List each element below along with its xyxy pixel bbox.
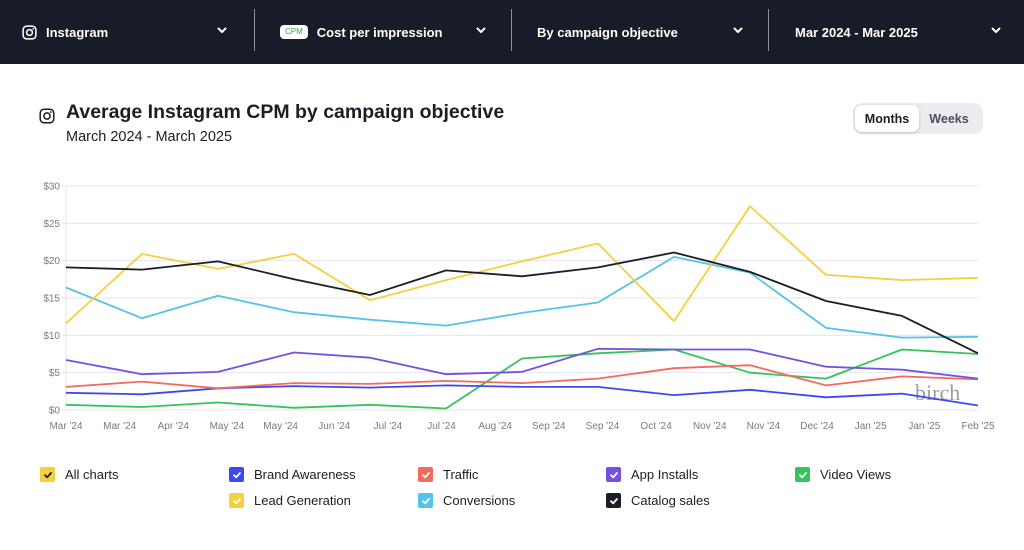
legend-item-lead-generation[interactable]: Lead Generation	[229, 493, 351, 508]
grouping-label: By campaign objective	[537, 24, 678, 40]
x-tick-label: Mar '24	[49, 421, 82, 432]
y-tick-label: $20	[43, 256, 60, 267]
x-tick-label: Sep '24	[586, 421, 620, 432]
instagram-icon	[22, 24, 37, 40]
chevron-down-icon	[991, 27, 1001, 33]
chevron-down-icon	[217, 27, 227, 33]
x-tick-label: Jul '24	[374, 421, 403, 432]
series-line-lead-generation	[65, 205, 979, 325]
toggle-weeks[interactable]: Weeks	[929, 111, 969, 126]
series-line-traffic	[65, 364, 979, 390]
series-line-video-views	[65, 348, 979, 410]
x-tick-label: May '24	[210, 421, 245, 432]
legend-checkbox[interactable]	[40, 467, 55, 482]
y-tick-label: $30	[43, 182, 60, 193]
x-tick-label: May '24	[263, 421, 298, 432]
legend-checkbox[interactable]	[606, 493, 621, 508]
legend-item-traffic[interactable]: Traffic	[418, 467, 478, 482]
x-tick-label: Jun '24	[318, 421, 350, 432]
x-tick-label: Nov '24	[693, 421, 727, 432]
line-chart: $0 $5 $10 $15 $20 $25 $30 Mar '24 Mar '24 Apr '2…	[43, 182, 995, 433]
checkmark-icon	[421, 497, 430, 504]
x-tick-label: Nov '24	[747, 421, 781, 432]
x-tick-label: Sep '24	[532, 421, 566, 432]
x-tick-label: Apr '24	[158, 421, 190, 432]
x-tick-label: Jul '24	[427, 421, 456, 432]
series-line-conversions	[65, 256, 979, 339]
legend-label: Traffic	[443, 467, 479, 482]
legend-checkbox[interactable]	[229, 493, 244, 508]
chevron-down-icon	[733, 27, 743, 33]
date-range-dropdown[interactable]: Mar 2024 - Mar 2025	[795, 0, 1005, 64]
metric-dropdown[interactable]: CPM Cost per impression	[280, 0, 490, 64]
legend-label: Video Views	[820, 467, 892, 482]
checkmark-icon	[609, 497, 618, 504]
checkmark-icon	[421, 471, 430, 478]
cpm-badge: CPM	[280, 25, 308, 39]
top-filter-bar: Instagram CPM Cost per impression By cam…	[0, 0, 1024, 64]
checkmark-icon	[43, 471, 52, 478]
legend-item-catalog-sales[interactable]: Catalog sales	[606, 493, 710, 508]
x-tick-label: Aug '24	[478, 421, 512, 432]
legend-item-app-installs[interactable]: App Installs	[606, 467, 698, 482]
checkmark-icon	[609, 471, 618, 478]
series-line-app-installs	[65, 347, 979, 380]
x-tick-label: Feb '25	[961, 421, 994, 432]
legend-label: Brand Awareness	[254, 467, 356, 482]
x-tick-label: Oct '24	[640, 421, 672, 432]
y-tick-label: $15	[43, 294, 60, 305]
chart-title: Average Instagram CPM by campaign object…	[66, 101, 505, 123]
series-line-catalog-sales	[65, 251, 979, 355]
divider	[511, 9, 512, 51]
legend-label: Conversions	[443, 493, 516, 508]
legend-label: Lead Generation	[254, 493, 351, 508]
x-tick-label: Dec '24	[800, 421, 834, 432]
platform-label: Instagram	[46, 24, 109, 40]
x-tick-label: Jan '25	[908, 421, 940, 432]
legend-checkbox[interactable]	[606, 467, 621, 482]
divider	[254, 9, 255, 51]
instagram-icon	[39, 108, 55, 124]
x-tick-label: Mar '24	[103, 421, 136, 432]
chart-subtitle: March 2024 - March 2025	[66, 129, 233, 145]
checkmark-icon	[798, 471, 807, 478]
period-toggle: Months Weeks	[853, 103, 983, 134]
legend-item-brand-awareness[interactable]: Brand Awareness	[229, 467, 356, 482]
toggle-months[interactable]: Months	[855, 105, 919, 132]
legend-item-conversions[interactable]: Conversions	[418, 493, 515, 508]
y-tick-label: $5	[49, 368, 61, 379]
checkmark-icon	[232, 471, 241, 478]
legend-checkbox[interactable]	[418, 467, 433, 482]
legend-label: App Installs	[631, 467, 699, 482]
legend-label: All charts	[65, 467, 119, 482]
legend-label: Catalog sales	[631, 493, 710, 508]
legend-checkbox[interactable]	[418, 493, 433, 508]
y-tick-label: $25	[43, 219, 60, 230]
chevron-down-icon	[476, 27, 486, 33]
metric-label: Cost per impression	[316, 24, 443, 40]
x-tick-label: Jan '25	[855, 421, 887, 432]
legend-item-video-views[interactable]: Video Views	[795, 467, 891, 482]
grouping-dropdown[interactable]: By campaign objective	[537, 0, 747, 64]
series-line-brand-awareness	[65, 384, 979, 407]
legend-checkbox[interactable]	[795, 467, 810, 482]
checkmark-icon	[232, 497, 241, 504]
y-tick-label: $10	[43, 331, 60, 342]
divider	[768, 9, 769, 51]
platform-dropdown[interactable]: Instagram	[22, 0, 232, 64]
legend-item-all-charts[interactable]: All charts	[40, 467, 118, 482]
y-tick-label: $0	[49, 406, 61, 417]
legend-checkbox[interactable]	[229, 467, 244, 482]
date-range-label: Mar 2024 - Mar 2025	[795, 24, 918, 40]
